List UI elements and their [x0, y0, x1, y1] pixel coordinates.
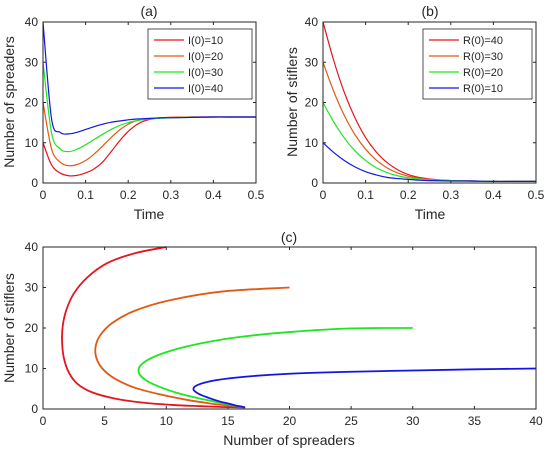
- panel-a-ylabel: Number of spreaders: [1, 36, 17, 168]
- x-tick-label: 0: [40, 188, 47, 202]
- x-tick-label: 0.1: [357, 188, 374, 202]
- y-tick-label: 20: [305, 96, 319, 110]
- y-tick-label: 30: [305, 55, 319, 69]
- legend-label: I(0)=20: [188, 51, 223, 63]
- y-tick-label: 0: [31, 402, 38, 416]
- legend-label: R(0)=30: [463, 51, 503, 63]
- x-tick-label: 0.3: [162, 188, 179, 202]
- panel-b-ylabel: Number of stiflers: [284, 47, 300, 157]
- y-tick-label: 10: [305, 136, 319, 150]
- panel-a-ticks: 0 0.1 0.2 0.3 0.4 0.5 0 10 20 30 40: [25, 15, 265, 202]
- y-tick-label: 20: [25, 321, 39, 335]
- panel-c-ylabel: Number of stiflers: [1, 273, 17, 383]
- y-tick-label: 20: [25, 96, 39, 110]
- x-tick-label: 0.2: [120, 188, 137, 202]
- x-tick-label: 35: [468, 414, 482, 428]
- x-tick-label: 0: [40, 414, 47, 428]
- panel-b-plot-area: [322, 21, 537, 184]
- legend-box: [422, 28, 533, 100]
- panel-a-xlabel: Time: [134, 206, 165, 222]
- x-tick-label: 0.5: [248, 188, 265, 202]
- series-line-3: [137, 327, 413, 409]
- legend-label: I(0)=30: [188, 67, 223, 79]
- series-line-2: [42, 102, 256, 167]
- panel-a: (a) 0 0.1 0.2 0.3 0.4 0.5 0 10 20 30 40 Time Numbe…: [1, 3, 265, 222]
- x-tick-label: 0.3: [442, 188, 459, 202]
- legend-label: I(0)=40: [188, 83, 223, 95]
- panel-a-title: (a): [140, 3, 157, 19]
- x-tick-label: 15: [221, 414, 235, 428]
- x-tick-label: 0.5: [528, 188, 545, 202]
- x-tick-label: 0.2: [400, 188, 417, 202]
- series-line-4: [322, 142, 536, 183]
- legend-box: [147, 28, 253, 100]
- panel-c-title: (c): [281, 229, 297, 245]
- y-tick-label: 40: [25, 240, 39, 254]
- y-tick-label: 0: [31, 176, 38, 190]
- panel-b-ticks: 0 0.1 0.2 0.3 0.4 0.5 0 10 20 30 40: [305, 15, 545, 202]
- legend-label: R(0)=40: [463, 35, 503, 47]
- y-tick-label: 40: [25, 15, 39, 29]
- y-tick-label: 10: [25, 136, 39, 150]
- series-line-2: [94, 286, 290, 409]
- legend-label: I(0)=10: [188, 35, 223, 47]
- x-tick-label: 0.1: [77, 188, 94, 202]
- y-tick-label: 30: [25, 55, 39, 69]
- legend-label: R(0)=20: [463, 67, 503, 79]
- panel-b-lines: [322, 21, 536, 183]
- x-tick-label: 0.4: [485, 188, 502, 202]
- panel-c-xlabel: Number of spreaders: [223, 432, 355, 448]
- y-tick-label: 0: [311, 176, 318, 190]
- panel-b-title: (b): [421, 3, 438, 19]
- series-line-3: [322, 102, 536, 183]
- y-tick-label: 40: [305, 15, 319, 29]
- panel-c-ticks: 0 5 10 15 20 25 30 35 40 0 10 20 30 40: [25, 240, 543, 428]
- y-tick-label: 30: [25, 281, 39, 295]
- x-tick-label: 30: [406, 414, 420, 428]
- panel-c: (c) 0 5 10 15 20 25 30 35 40 0 10 20 30 40 Number of …: [1, 229, 543, 448]
- y-tick-label: 10: [25, 362, 39, 376]
- panel-b: (b) 0 0.1 0.2 0.3 0.4 0.5 0 10 20 30 40 Time Numbe…: [284, 3, 545, 222]
- panel-b-legend: R(0)=40 R(0)=30 R(0)=20 R(0)=10: [422, 28, 533, 100]
- panel-a-lines: [42, 21, 256, 177]
- panel-a-plot-area: [42, 21, 257, 184]
- x-tick-label: 25: [344, 414, 358, 428]
- panel-c-plot-area: [42, 246, 537, 410]
- series-line-1: [42, 116, 256, 177]
- series-line-4: [42, 21, 256, 135]
- legend-label: R(0)=10: [463, 83, 503, 95]
- x-tick-label: 0.4: [205, 188, 222, 202]
- x-tick-label: 5: [101, 414, 108, 428]
- x-tick-label: 0: [320, 188, 327, 202]
- x-tick-label: 40: [529, 414, 543, 428]
- x-tick-label: 10: [160, 414, 174, 428]
- panel-b-xlabel: Time: [415, 206, 446, 222]
- panel-a-legend: I(0)=10 I(0)=20 I(0)=30 I(0)=40: [147, 28, 253, 100]
- series-line-4: [192, 367, 537, 409]
- series-line-1: [61, 246, 246, 409]
- panel-c-lines: [61, 246, 537, 409]
- x-tick-label: 20: [283, 414, 297, 428]
